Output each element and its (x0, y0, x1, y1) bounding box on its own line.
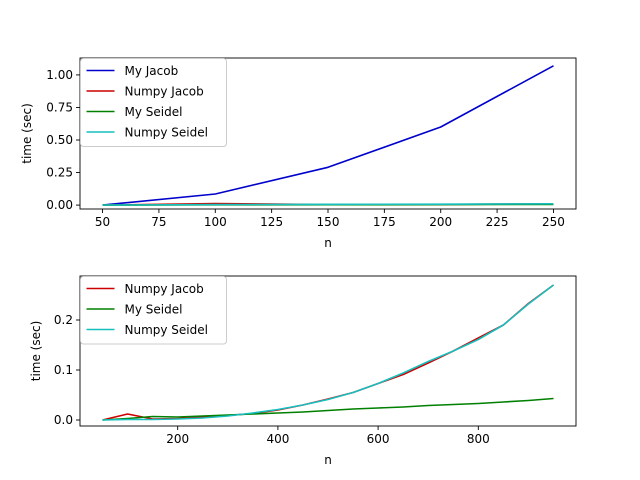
x-tick-label: 400 (266, 432, 289, 446)
x-tick-label: 100 (204, 215, 227, 229)
legend-entry: My Seidel (125, 303, 183, 317)
axes-frame (79, 275, 577, 427)
legend-entry: Numpy Seidel (125, 126, 208, 140)
x-tick-label: 200 (166, 432, 189, 446)
x-tick-label: 600 (367, 432, 390, 446)
x-tick-label: 800 (467, 432, 490, 446)
legend-entry: Numpy Jacob (125, 282, 204, 296)
x-axis-label: n (324, 236, 332, 250)
legend-entry: My Seidel (125, 105, 183, 119)
y-tick-label: 0.50 (46, 133, 73, 147)
x-tick-label: 75 (151, 215, 166, 229)
series-line-my-seidel (102, 397, 554, 421)
x-tick-label: 200 (429, 215, 452, 229)
legend-entry: Numpy Seidel (125, 323, 208, 337)
y-tick-label: 0.2 (54, 313, 73, 327)
y-tick-label: 1.00 (46, 68, 73, 82)
y-axis-label: time (sec) (29, 321, 43, 382)
x-tick-label: 225 (486, 215, 509, 229)
series-line-my-jacob (102, 65, 554, 206)
legend-box (80, 276, 227, 345)
legend-entry: My Jacob (125, 64, 179, 78)
x-tick-label: 150 (317, 215, 340, 229)
y-tick-label: 0.00 (46, 198, 73, 212)
x-tick-label: 250 (542, 215, 565, 229)
chart-top: 50 75 100 125 150 175 200 225 250 0.00 0.25 0.50 0.7… (20, 57, 577, 250)
y-axis-label: time (sec) (20, 103, 34, 164)
chart-bottom: 200 400 600 800 0.0 0.1 0.2 n time (sec) Numpy Ja… (29, 275, 577, 467)
series-line-numpy-seidel (102, 284, 554, 421)
y-tick-label: 0.75 (46, 100, 73, 114)
x-tick-label: 125 (260, 215, 283, 229)
x-tick-label: 175 (373, 215, 396, 229)
x-axis-label: n (324, 453, 332, 467)
legend-entry: Numpy Jacob (125, 85, 204, 99)
y-tick-label: 0.0 (54, 413, 73, 427)
x-tick-label: 50 (95, 215, 110, 229)
y-tick-label: 0.25 (46, 166, 73, 180)
legend-box (80, 58, 227, 147)
y-tick-label: 0.1 (54, 363, 73, 377)
series-line-numpy-seidel (102, 203, 554, 206)
